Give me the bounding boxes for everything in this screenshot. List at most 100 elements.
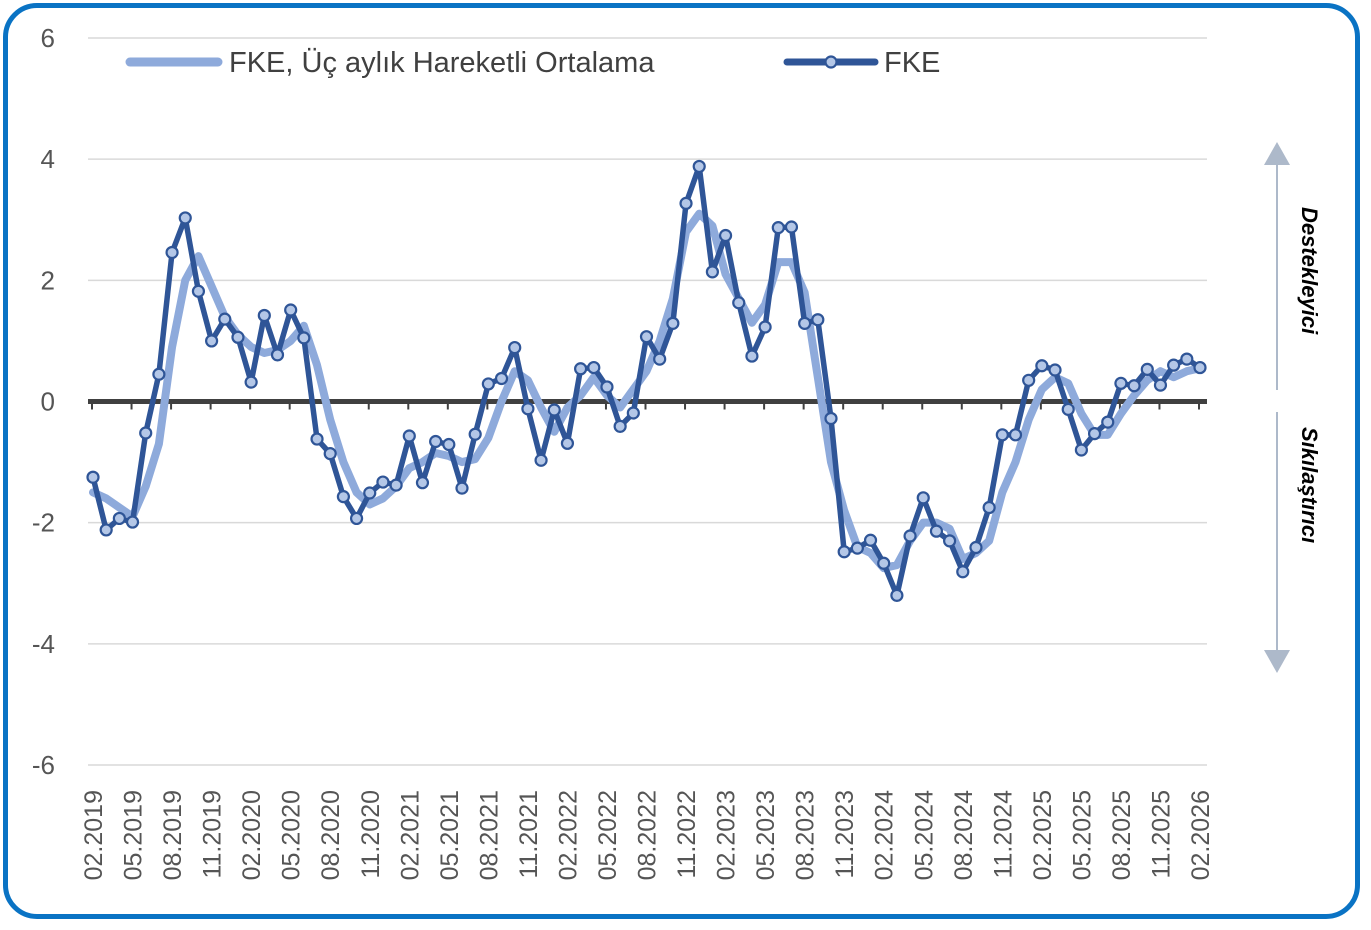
data-point-fke: [758, 320, 772, 334]
data-point-fke: [389, 478, 403, 492]
data-point-fke: [943, 534, 957, 548]
x-tick-label: 08.2020: [317, 790, 345, 880]
legend-label-fke: FKE: [884, 47, 940, 79]
y-tick-label: 0: [41, 387, 55, 417]
data-point-fke: [969, 540, 983, 555]
data-point-fke: [587, 360, 601, 375]
data-point-fke: [231, 330, 245, 344]
y-tick-label: -4: [32, 629, 55, 659]
x-tick-label: 02.2022: [554, 790, 582, 880]
x-tick-label: 11.2019: [199, 790, 227, 879]
data-point-fke: [349, 511, 364, 526]
x-axis-ticks: 02.2019 05.2019 08.2019 11.2019 02.2020 05.20…: [80, 790, 1215, 880]
data-point-fke: [429, 434, 443, 449]
data-point-fke: [336, 490, 350, 504]
data-point-fke: [653, 352, 667, 366]
legend-marker-fke: [824, 55, 838, 69]
data-point-fke: [745, 349, 759, 363]
data-point-fke: [363, 486, 377, 500]
data-point-fke: [1114, 376, 1128, 390]
data-point-fke: [112, 511, 126, 526]
x-tick-label: 05.2022: [594, 790, 622, 880]
data-point-fke: [1101, 415, 1115, 429]
data-point-fke: [1167, 358, 1181, 372]
data-point-fke: [863, 533, 878, 547]
x-tick-label: 02.2025: [1029, 790, 1057, 880]
data-point-fke: [574, 362, 588, 376]
data-point-fke: [560, 436, 575, 450]
x-tick-label: 11.2025: [1147, 790, 1175, 879]
data-point-fke: [613, 419, 627, 433]
data-point-fke: [125, 515, 140, 529]
data-point-fke: [705, 265, 719, 279]
x-tick-label: 05.2019: [120, 790, 148, 880]
series-line-moving-average: [89, 209, 1204, 573]
data-point-fke: [600, 380, 614, 394]
data-point-fke: [270, 348, 285, 362]
x-tick-label: 08.2023: [792, 790, 820, 880]
data-point-fke: [666, 316, 680, 330]
data-point-fke: [442, 437, 456, 452]
data-point-fke: [718, 228, 733, 243]
x-tick-label: 05.2021: [436, 790, 464, 880]
data-point-fke: [1087, 427, 1102, 441]
x-tick-label: 02.2020: [238, 790, 266, 880]
x-tick-label: 11.2020: [357, 790, 385, 879]
data-point-fke: [1035, 359, 1049, 373]
data-point-fke: [1153, 378, 1168, 392]
data-point-fke: [494, 371, 509, 386]
legend: FKE, Üç aylık Hareketli Ortalama FKE: [125, 47, 940, 79]
data-point-fke: [679, 196, 693, 210]
y-tick-label: -2: [32, 508, 55, 538]
data-point-fke: [152, 367, 166, 381]
data-point-fke: [481, 377, 495, 391]
y-tick-label: -6: [32, 750, 55, 780]
data-point-fke: [811, 313, 825, 327]
data-point-fke: [218, 312, 232, 326]
chart-frame: [3, 3, 1360, 919]
x-tick-label: 02.2024: [871, 790, 899, 880]
grid-lines: [88, 37, 1207, 766]
x-tick-label: 02.2019: [80, 790, 108, 880]
data-point-fke: [178, 211, 192, 225]
data-point-fke: [1048, 363, 1062, 377]
data-point-fke: [626, 406, 640, 420]
x-tick-label: 11.2023: [831, 790, 859, 879]
data-point-fke: [139, 426, 153, 440]
data-point-fke: [86, 470, 100, 484]
x-tick-label: 05.2020: [278, 790, 306, 880]
data-point-fke: [415, 476, 430, 490]
x-tick-label: 11.2024: [989, 790, 1017, 879]
data-point-fke: [692, 159, 706, 174]
data-point-fke: [165, 245, 179, 260]
x-tick-label: 11.2021: [515, 790, 543, 879]
data-point-fke: [929, 524, 944, 538]
data-point-fke: [257, 308, 271, 323]
data-point-fke: [956, 565, 970, 579]
data-point-fke: [1140, 362, 1154, 376]
x-tick-label: 11.2022: [673, 790, 701, 879]
x-tick-label: 05.2025: [1068, 790, 1096, 880]
data-point-fke: [916, 491, 930, 505]
data-point-fke: [402, 429, 416, 443]
data-point-fke: [784, 220, 799, 234]
y-tick-label: 2: [41, 265, 55, 295]
data-point-fke: [1061, 402, 1075, 416]
data-point-fke: [205, 334, 219, 348]
data-point-fke: [297, 331, 311, 345]
x-tick-label: 05.2023: [752, 790, 780, 880]
data-point-fke: [1127, 379, 1141, 393]
data-point-fke: [877, 556, 891, 570]
data-point-fke: [995, 428, 1009, 442]
data-point-fke: [837, 545, 851, 559]
data-point-fke: [455, 481, 469, 495]
series-layer: [86, 159, 1207, 602]
data-point-fke: [732, 296, 746, 310]
data-point-fke: [376, 475, 390, 489]
x-tick-label: 08.2021: [475, 790, 503, 880]
data-point-fke: [824, 411, 838, 426]
x-tick-label: 02.2023: [713, 790, 741, 880]
direction-arrows: Destekleyici Sıkılaştırıcı: [1264, 142, 1322, 673]
x-tick-label: 08.2025: [1108, 790, 1136, 880]
